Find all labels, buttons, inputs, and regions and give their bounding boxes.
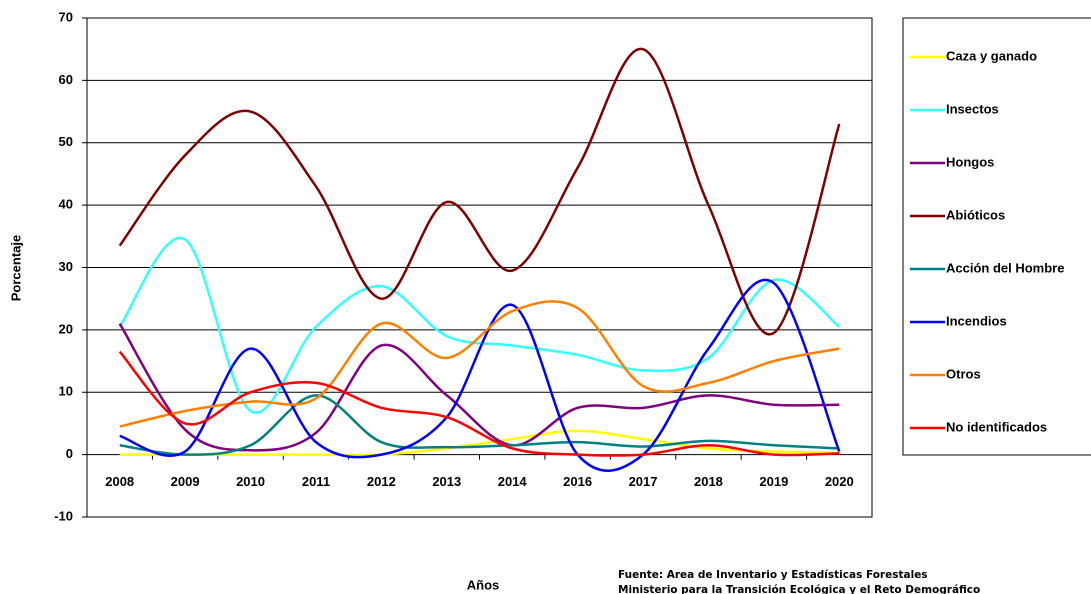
- y-tick-label: 0: [66, 446, 73, 461]
- legend-label: Incendios: [946, 313, 1007, 328]
- source-note: Fuente: Area de Inventario y Estadística…: [618, 569, 928, 581]
- x-tick-label: 2010: [236, 474, 265, 489]
- series-line: [119, 300, 840, 428]
- legend-label: Acción del Hombre: [946, 260, 1064, 275]
- series-line: [118, 322, 840, 452]
- x-tick-label: 2016: [563, 474, 592, 489]
- x-tick-label: 2020: [825, 474, 854, 489]
- series-line: [119, 278, 841, 472]
- legend-label: Insectos: [946, 101, 999, 116]
- series-line: [118, 350, 840, 457]
- x-tick-label: 2012: [367, 474, 396, 489]
- x-axis-label: Años: [467, 577, 500, 592]
- y-axis-label: Porcentaje: [8, 235, 23, 301]
- x-tick-label: 2018: [694, 474, 723, 489]
- x-tick-label: 2019: [759, 474, 788, 489]
- y-tick-label: -10: [54, 508, 73, 523]
- series-line: [118, 236, 841, 414]
- y-tick-label: 30: [59, 259, 73, 274]
- y-tick-label: 60: [59, 72, 73, 87]
- series-line: [118, 47, 841, 336]
- source-note: Ministerio para la Transición Ecológica …: [618, 584, 980, 594]
- y-tick-label: 20: [59, 321, 73, 336]
- legend-label: No identificados: [946, 419, 1047, 434]
- legend-box: [902, 17, 1091, 456]
- legend-label: Hongos: [946, 154, 994, 169]
- x-tick-label: 2017: [629, 474, 658, 489]
- x-tick-label: 2009: [171, 474, 200, 489]
- y-tick-label: 50: [59, 134, 73, 149]
- y-tick-label: 40: [59, 197, 73, 212]
- y-tick-label: 70: [59, 9, 73, 24]
- series-line: [119, 394, 840, 456]
- x-tick-label: 2008: [105, 474, 134, 489]
- legend-label: Abióticos: [946, 207, 1005, 222]
- series-line: [119, 429, 840, 457]
- y-tick-label: 10: [59, 384, 73, 399]
- x-tick-label: 2011: [302, 474, 330, 489]
- legend-label: Otros: [946, 366, 981, 381]
- x-tick-label: 2014: [498, 474, 528, 489]
- legend-label: Caza y ganado: [946, 48, 1037, 63]
- x-tick-label: 2013: [432, 474, 461, 489]
